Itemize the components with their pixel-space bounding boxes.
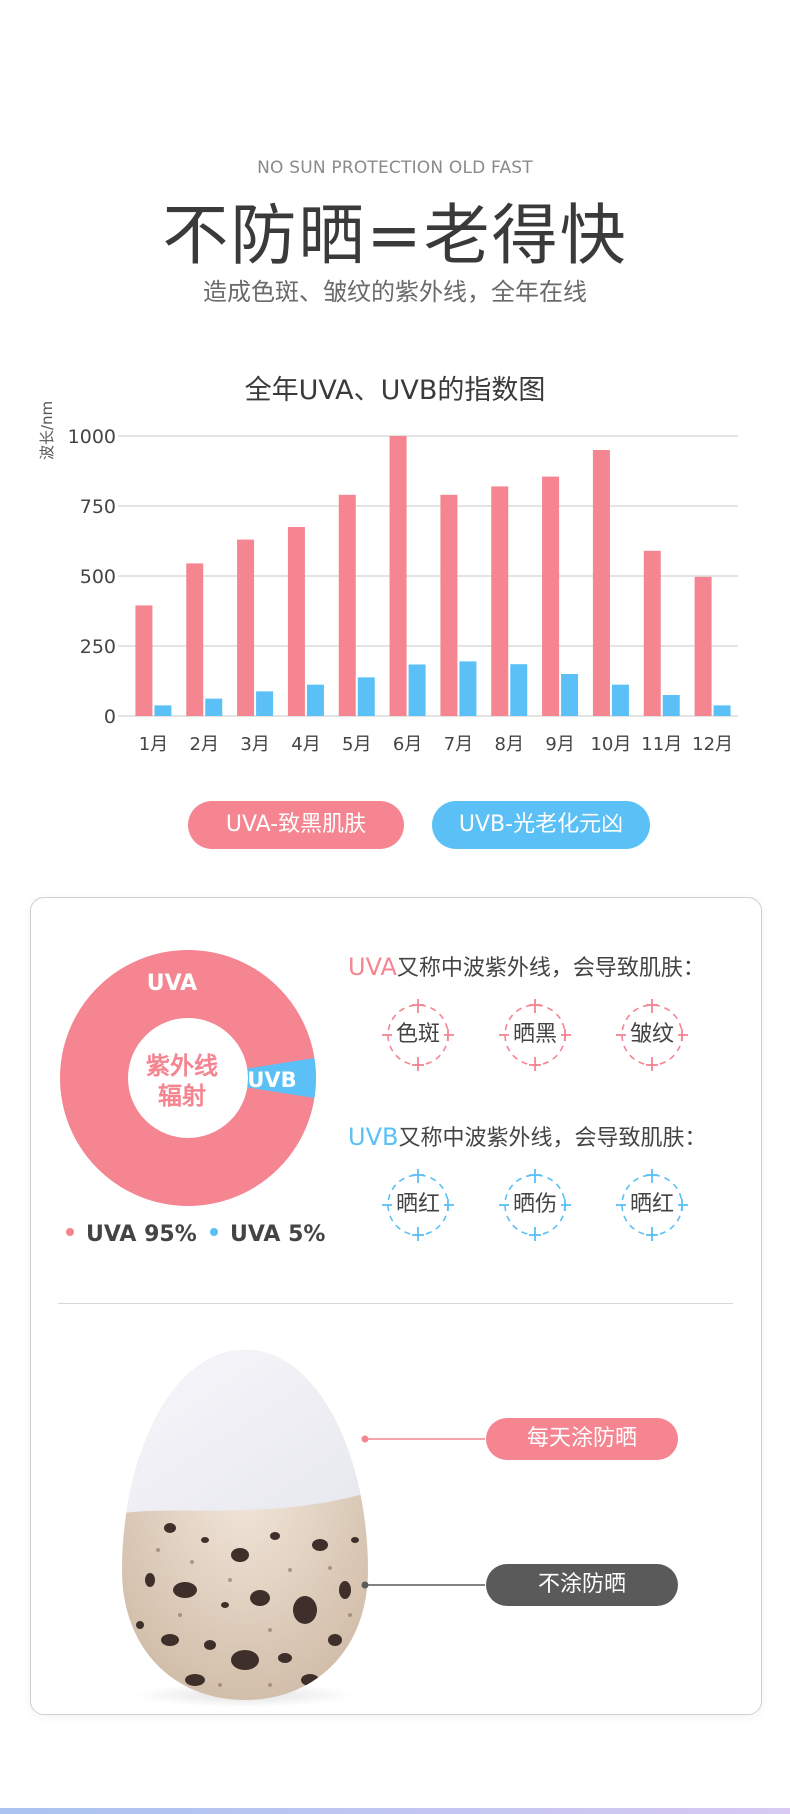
x-tick-label: 4月 xyxy=(291,734,320,755)
bar-uvb xyxy=(611,684,629,716)
chart-title: 全年UVA、UVB的指数图 xyxy=(244,375,546,406)
uvb-effect-label: 晒伤 xyxy=(512,1192,557,1217)
bar-uva xyxy=(186,563,204,716)
crosshair-icon xyxy=(382,999,454,1071)
x-tick-label: 3月 xyxy=(240,734,269,755)
donut-center-line2: 辐射 xyxy=(158,1082,206,1110)
bar-uva xyxy=(694,576,712,716)
bar-uvb xyxy=(306,684,324,716)
uva-effect-label: 皱纹 xyxy=(629,1022,674,1047)
bar-uva xyxy=(643,550,661,716)
uva-effect-label: 晒黑 xyxy=(512,1022,557,1047)
x-tick-label: 12月 xyxy=(692,734,733,755)
bar-chart: 0 250 500 750 1000 1月 2月 3月 4月 5月 6月 7月 8月 9月 10月 11月 12… xyxy=(68,426,738,755)
uv-donut-chart: UVA UVB 紫外线 辐射 xyxy=(60,950,316,1206)
uva-effect-item: 晒黑 xyxy=(495,995,575,1075)
donut-center-line1: 紫外线 xyxy=(146,1052,218,1080)
bar-uva xyxy=(389,436,407,716)
uva-heading-rest: 又称中波紫外线，会导致肌肤： xyxy=(396,956,705,981)
uvb-dot-icon xyxy=(210,1228,218,1236)
bar-uva xyxy=(135,605,153,716)
x-tick-label: 9月 xyxy=(545,734,574,755)
bar-uvb xyxy=(459,661,477,716)
donut-legend-uva: UVA 95% xyxy=(66,1222,197,1247)
tag-daily-sunscreen: 每天涂防晒 xyxy=(486,1418,678,1460)
uvb-heading-rest: 又称中波紫外线，会导致肌肤： xyxy=(398,1126,707,1151)
uvb-effect-item: 晒红 xyxy=(378,1165,458,1245)
bar-uva xyxy=(491,486,509,716)
bar-uvb xyxy=(713,705,731,716)
crosshair-icon xyxy=(382,1169,454,1241)
crosshair-icon xyxy=(499,1169,571,1241)
header-subtitle-en: NO SUN PROTECTION OLD FAST xyxy=(257,158,533,178)
donut-uvb-label: UVB xyxy=(247,1068,296,1092)
crosshair-icon xyxy=(616,1169,688,1241)
bar-uvb xyxy=(357,677,375,716)
x-tick-label: 10月 xyxy=(590,734,631,755)
x-tick-label: 5月 xyxy=(342,734,371,755)
uva-effect-item: 色斑 xyxy=(378,995,458,1075)
bar-uva xyxy=(287,527,305,716)
x-tick-label: 6月 xyxy=(393,734,422,755)
crosshair-icon xyxy=(499,999,571,1071)
y-tick-label: 750 xyxy=(80,496,116,518)
uva-effect-item: 皱纹 xyxy=(612,995,692,1075)
bar-uvb xyxy=(561,674,579,716)
page-title: 不防晒=老得快 xyxy=(162,197,628,274)
legend-uvb: UVB-光老化元凶 xyxy=(432,801,650,849)
bar-uvb xyxy=(205,698,223,716)
uvb-heading-key: UVB xyxy=(348,1123,399,1151)
bar-uva xyxy=(542,476,560,716)
donut-uvb-segment xyxy=(247,1057,316,1099)
donut-legend-uvb: UVA 5% xyxy=(210,1222,325,1247)
uva-dot-icon xyxy=(66,1228,74,1236)
uvb-effect-item: 晒红 xyxy=(612,1165,692,1245)
uvb-effects-heading: UVB又称中波紫外线，会导致肌肤： xyxy=(348,1120,706,1152)
bar-uvb xyxy=(408,664,426,716)
uva-effect-label: 色斑 xyxy=(395,1022,440,1047)
bar-uvb xyxy=(662,695,680,716)
bar-uva xyxy=(592,450,610,716)
uvb-effect-item: 晒伤 xyxy=(495,1165,575,1245)
page-description: 造成色斑、皱纹的紫外线，全年在线 xyxy=(203,278,587,306)
egg-pointer-lines xyxy=(361,1435,485,1589)
donut-legend-uvb-text: UVA 5% xyxy=(230,1222,326,1247)
bar-uva xyxy=(338,494,356,716)
x-tick-label: 1月 xyxy=(139,734,168,755)
uvb-effect-label: 晒红 xyxy=(629,1192,674,1217)
x-tick-label: 8月 xyxy=(495,734,524,755)
uvb-effect-label: 晒红 xyxy=(395,1192,440,1217)
y-tick-label: 250 xyxy=(80,636,116,658)
crosshair-icon xyxy=(616,999,688,1071)
legend-uva: UVA-致黑肌肤 xyxy=(188,801,404,849)
y-tick-label: 0 xyxy=(104,706,116,728)
x-tick-label: 2月 xyxy=(190,734,219,755)
donut-legend-uva-text: UVA 95% xyxy=(86,1222,197,1247)
x-tick-label: 11月 xyxy=(641,734,682,755)
y-tick-label: 1000 xyxy=(68,426,116,448)
card-divider xyxy=(58,1303,733,1304)
bottom-accent-bar xyxy=(0,1808,790,1814)
uva-effects-heading: UVA又称中波紫外线，会导致肌肤： xyxy=(348,950,705,982)
bar-uvb xyxy=(256,691,274,716)
bar-uva xyxy=(237,539,255,716)
y-tick-label: 500 xyxy=(80,566,116,588)
bar-uvb xyxy=(154,705,172,716)
tag-no-sunscreen: 不涂防晒 xyxy=(486,1564,678,1606)
x-tick-label: 7月 xyxy=(444,734,473,755)
bar-uva xyxy=(440,494,458,716)
egg-illustration xyxy=(122,1350,368,1707)
donut-uva-label: UVA xyxy=(147,971,197,996)
uva-heading-key: UVA xyxy=(348,953,397,981)
bar-uvb xyxy=(510,664,528,716)
